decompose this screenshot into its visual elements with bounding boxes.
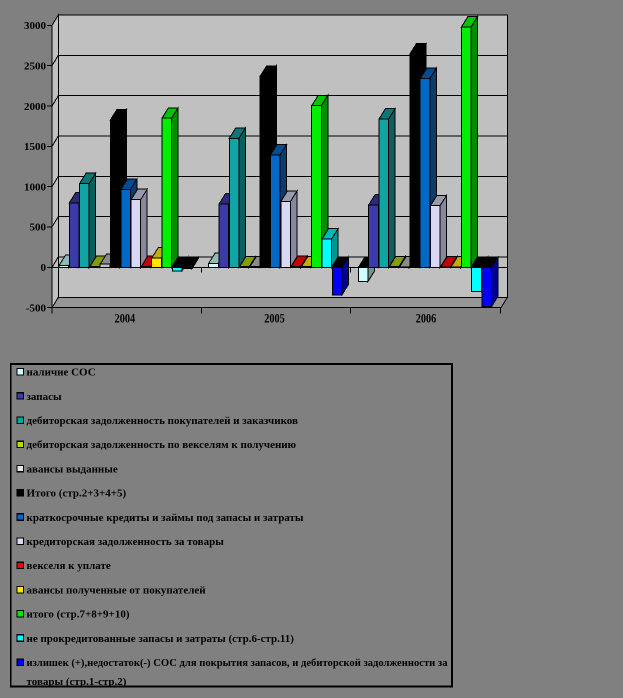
svg-text:Итого (стр.2+3+4+5): Итого (стр.2+3+4+5) (27, 488, 127, 500)
svg-text:2006: 2006 (416, 312, 437, 326)
svg-text:авансы полученные от покупател: авансы полученные от покупателей (27, 584, 207, 596)
svg-text:3000: 3000 (24, 20, 47, 32)
svg-text:0: 0 (41, 262, 47, 274)
svg-text:2004: 2004 (115, 312, 136, 326)
svg-text:2500: 2500 (24, 60, 47, 72)
svg-text:2000: 2000 (24, 101, 47, 113)
svg-text:-500: -500 (26, 302, 47, 314)
svg-text:запасы: запасы (27, 391, 62, 403)
svg-text:1500: 1500 (24, 141, 47, 153)
svg-text:товары (стр.1-стр.2): товары (стр.1-стр.2) (27, 676, 127, 688)
svg-text:500: 500 (30, 222, 47, 234)
svg-text:авансы выданные: авансы выданные (27, 463, 118, 475)
svg-text:2005: 2005 (264, 312, 285, 326)
svg-text:1000: 1000 (24, 181, 47, 193)
svg-text:итого (стр.7+8+9+10): итого (стр.7+8+9+10) (27, 609, 130, 621)
svg-text:наличие СОС: наличие СОС (27, 367, 96, 379)
svg-text:излишек (+),недостаток(-) СОС: излишек (+),недостаток(-) СОС для покрыт… (27, 657, 448, 669)
svg-text:векселя к уплате: векселя к уплате (27, 560, 111, 572)
svg-text:не прокредитованные запасы и з: не прокредитованные запасы и затраты (ст… (27, 633, 295, 645)
svg-text:дебиторская задолженность по в: дебиторская задолженность по векселям к … (27, 439, 297, 451)
svg-text:кредиторская задолженность за: кредиторская задолженность за товары (27, 536, 225, 548)
svg-text:дебиторская задолженность поку: дебиторская задолженность покупателей и … (27, 415, 299, 427)
svg-text:краткосрочные кредиты и займы: краткосрочные кредиты и займы под запасы… (27, 512, 304, 524)
